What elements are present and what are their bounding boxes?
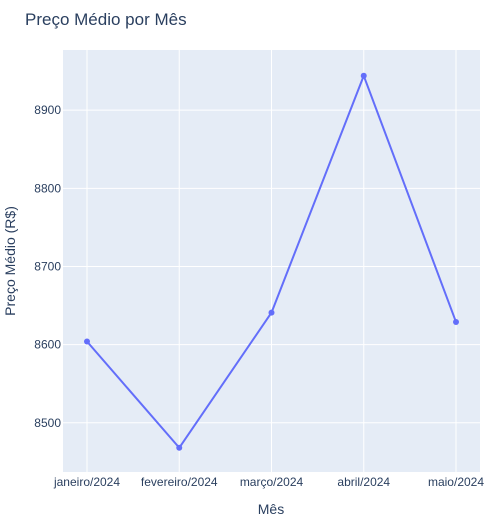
x-tick-label: fevereiro/2024 bbox=[141, 475, 218, 489]
x-tick-label: abril/2024 bbox=[337, 475, 390, 489]
series-group bbox=[84, 72, 459, 451]
x-tick-label: março/2024 bbox=[240, 475, 304, 489]
y-axis-title: Preço Médio (R$) bbox=[2, 206, 18, 316]
data-point bbox=[453, 318, 459, 325]
y-tick-label: 8700 bbox=[34, 259, 61, 273]
x-gridlines bbox=[86, 50, 457, 472]
data-point bbox=[360, 72, 367, 79]
y-tick-label: 8800 bbox=[34, 181, 61, 195]
x-tick-labels: janeiro/2024 fevereiro/2024 março/2024 abri… bbox=[53, 475, 484, 489]
y-tick-labels: 8500 8600 8700 8800 8900 bbox=[34, 103, 61, 430]
chart-title: Preço Médio por Mês bbox=[25, 10, 187, 29]
data-point bbox=[176, 444, 183, 451]
data-point bbox=[268, 309, 275, 316]
x-axis-title: Mês bbox=[258, 501, 284, 517]
x-tick-label: maio/2024 bbox=[428, 475, 484, 489]
x-tick-label: janeiro/2024 bbox=[53, 475, 120, 489]
y-tick-label: 8900 bbox=[34, 103, 61, 117]
data-point bbox=[84, 338, 90, 345]
y-tick-label: 8500 bbox=[34, 416, 61, 430]
y-tick-label: 8600 bbox=[34, 338, 61, 352]
